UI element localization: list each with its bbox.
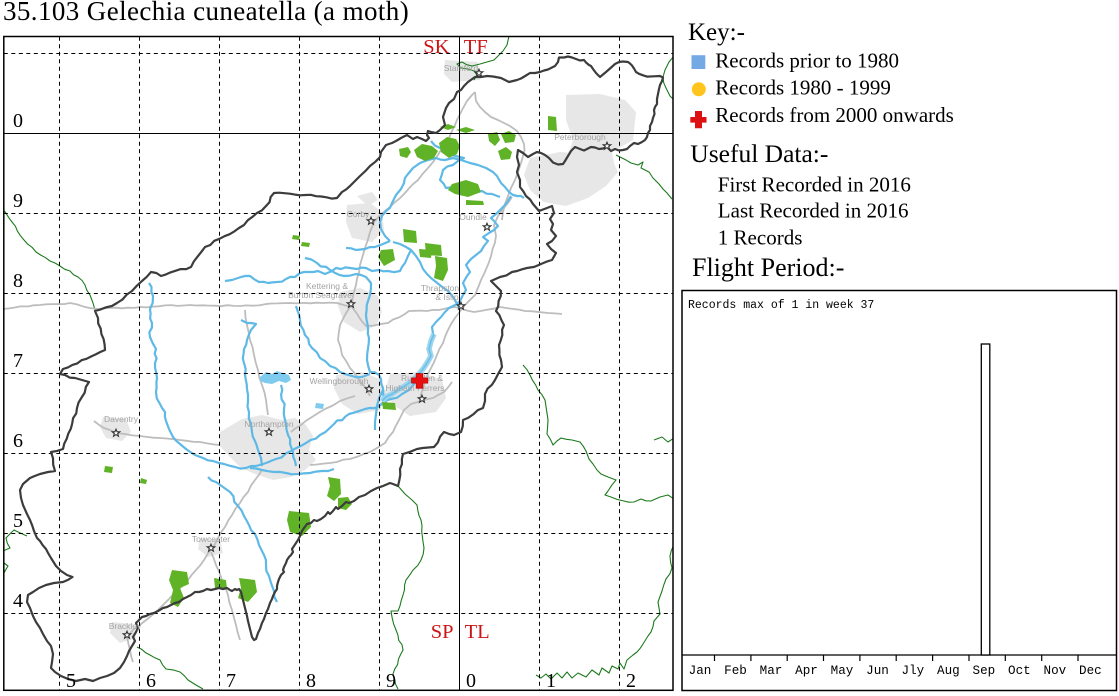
svg-text:8: 8 [13, 270, 23, 292]
svg-text:5: 5 [13, 510, 23, 532]
svg-text:Wellingborough: Wellingborough [310, 376, 369, 386]
svg-text:Oct: Oct [1008, 664, 1031, 678]
svg-text:TF: TF [464, 36, 488, 58]
svg-text:Towcester: Towcester [192, 534, 230, 544]
svg-text:Northampton: Northampton [244, 419, 293, 429]
svg-text:0: 0 [466, 670, 476, 692]
svg-text:Feb: Feb [724, 664, 747, 678]
svg-text:Stamford: Stamford [444, 63, 479, 73]
svg-text:SP: SP [431, 621, 454, 643]
svg-text:6: 6 [146, 670, 156, 692]
svg-text:Records prior to 1980: Records prior to 1980 [715, 49, 899, 73]
svg-text:Records 1980 - 1999: Records 1980 - 1999 [715, 76, 891, 100]
svg-text:Brackley: Brackley [109, 621, 142, 631]
svg-text:Useful Data:-: Useful Data:- [690, 139, 828, 168]
svg-text:6: 6 [13, 430, 23, 452]
svg-text:Thrapston: Thrapston [421, 283, 460, 293]
svg-text:35.103 Gelechia cuneatella (a: 35.103 Gelechia cuneatella (a moth) [3, 0, 409, 26]
svg-text:9: 9 [386, 670, 396, 692]
svg-text:Dec: Dec [1079, 664, 1102, 678]
svg-text:Sep: Sep [973, 664, 996, 678]
svg-text:Higham Ferrers: Higham Ferrers [385, 383, 444, 393]
svg-text:Apr: Apr [795, 664, 818, 678]
svg-text:Oundle: Oundle [459, 212, 487, 222]
svg-text:Records from 2000 onwards: Records from 2000 onwards [715, 103, 954, 127]
svg-text:Daventry: Daventry [104, 414, 139, 424]
svg-text:4: 4 [13, 590, 23, 612]
svg-text:5: 5 [66, 670, 76, 692]
svg-text:Key:-: Key:- [688, 19, 745, 46]
svg-text:SK: SK [423, 36, 449, 58]
svg-text:May: May [831, 664, 854, 678]
svg-text:7: 7 [226, 670, 236, 692]
svg-text:Burton Seagrave: Burton Seagrave [288, 290, 352, 300]
svg-text:Jan: Jan [689, 664, 712, 678]
svg-text:Kettering &: Kettering & [306, 281, 348, 291]
svg-text:2: 2 [626, 670, 636, 692]
svg-text:1: 1 [546, 670, 556, 692]
svg-text:Corby: Corby [347, 209, 370, 219]
svg-text:Aug: Aug [937, 664, 960, 678]
svg-text:Last Recorded in 2016: Last Recorded in 2016 [718, 199, 909, 223]
svg-text:& Islip: & Islip [435, 292, 458, 302]
svg-text:Mar: Mar [760, 664, 783, 678]
svg-text:Flight Period:-: Flight Period:- [692, 253, 844, 282]
svg-text:9: 9 [13, 190, 23, 212]
svg-text:0: 0 [13, 110, 23, 132]
svg-text:1 Records: 1 Records [718, 225, 803, 249]
svg-text:First Recorded in 2016: First Recorded in 2016 [718, 172, 911, 196]
svg-text:TL: TL [465, 621, 490, 643]
svg-text:Peterborough: Peterborough [554, 132, 606, 142]
svg-text:Nov: Nov [1044, 664, 1067, 678]
svg-text:Jun: Jun [866, 664, 889, 678]
svg-text:Jly: Jly [902, 664, 925, 678]
svg-text:7: 7 [13, 350, 23, 372]
svg-text:8: 8 [306, 670, 316, 692]
svg-text:Records max of 1 in week 37: Records max of 1 in week 37 [688, 299, 874, 312]
